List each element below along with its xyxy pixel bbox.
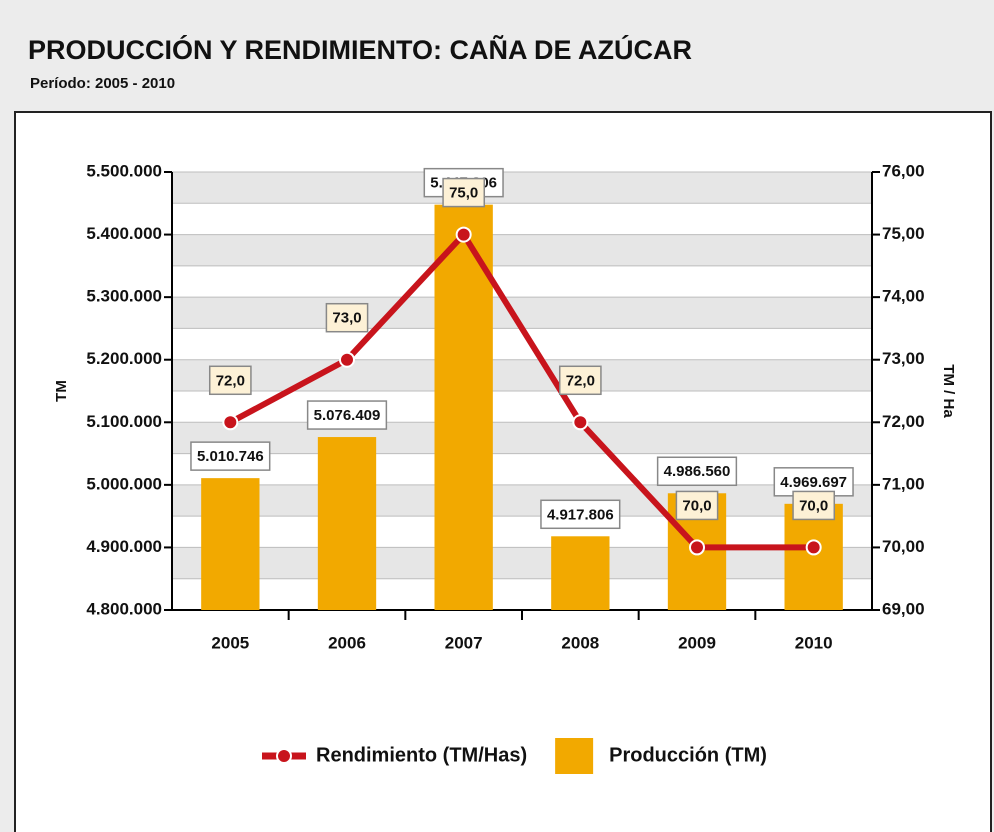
- line-marker: [339, 351, 355, 368]
- line-marker: [222, 414, 239, 431]
- legend-marker: [276, 748, 292, 764]
- y2-tick-label: 75,00: [882, 224, 925, 243]
- legend-swatch: [555, 738, 594, 774]
- y2-tick-label: 72,00: [882, 412, 925, 431]
- chart-title: PRODUCCIÓN Y RENDIMIENTO: CAÑA DE AZÚCAR: [28, 34, 692, 65]
- line: [228, 231, 814, 551]
- data-label: 75,0: [449, 185, 478, 202]
- y-tick-label: 5.400.000: [86, 224, 162, 243]
- data-label: 4.917.806: [540, 499, 621, 530]
- data-label: 4.986.560: [664, 463, 731, 480]
- bar: [317, 437, 377, 610]
- grid-band: [172, 234, 872, 266]
- y2-tick-label: 74,00: [882, 287, 925, 306]
- data-label-box: [190, 441, 271, 471]
- line-marker: [805, 539, 822, 556]
- data-label: 5.010.746: [190, 441, 271, 471]
- data-label: 5.076.409: [306, 400, 388, 430]
- data-label: 4.986.560: [656, 456, 738, 487]
- bar: [434, 204, 493, 610]
- x-tick-label: 2007: [445, 633, 483, 652]
- x-tick-label: 2006: [328, 633, 366, 652]
- y-tick-label: 4.900.000: [86, 537, 162, 556]
- legend-label: Rendimiento (TM/Has): [316, 744, 527, 766]
- y2-tick-label: 71,00: [882, 474, 925, 493]
- data-label: 72,0: [566, 372, 595, 389]
- data-label-box: [325, 302, 369, 333]
- data-label: 72,0: [208, 365, 252, 396]
- data-label: 70,0: [675, 490, 719, 521]
- data-label: 75,0: [442, 177, 486, 208]
- data-label-box: [656, 456, 738, 487]
- legend-label: Producción (TM): [609, 744, 767, 766]
- bar: [201, 478, 260, 610]
- line-marker: [689, 539, 705, 556]
- data-label: 4.917.806: [547, 506, 614, 523]
- grid-band: [172, 484, 872, 517]
- y2-axis-label: TM / Ha: [940, 364, 957, 418]
- data-label: 72,0: [558, 365, 602, 396]
- y2-tick-label: 69,00: [882, 599, 925, 618]
- grid-band: [172, 547, 872, 579]
- x-tick-label: 2005: [211, 633, 249, 652]
- y-tick-label: 4.800.000: [86, 599, 162, 618]
- y-tick-label: 5.500.000: [86, 161, 162, 180]
- data-label-box: [442, 177, 486, 208]
- x-tick-label: 2009: [678, 633, 716, 652]
- y2-tick-label: 76,00: [882, 161, 925, 180]
- data-label-box: [208, 365, 252, 396]
- y-tick-label: 5.200.000: [86, 349, 162, 368]
- y-tick-label: 5.100.000: [86, 412, 162, 431]
- data-label-box: [792, 490, 836, 521]
- y2-tick-label: 73,00: [882, 349, 925, 368]
- y-tick-label: 5.300.000: [86, 287, 162, 306]
- data-label: 4.969.697: [780, 474, 847, 491]
- data-label: 73,0: [332, 310, 361, 327]
- grid-band: [172, 172, 872, 204]
- y2-tick-label: 70,00: [882, 537, 925, 556]
- data-label: 5.076.409: [314, 407, 381, 424]
- grid-band: [172, 359, 872, 391]
- data-label: 73,0: [325, 302, 369, 333]
- bar: [784, 503, 843, 610]
- y-tick-label: 5.000.000: [86, 474, 162, 493]
- line-marker: [572, 414, 589, 431]
- grid-band: [172, 422, 872, 454]
- data-label: 70,0: [682, 497, 711, 514]
- data-label: 5.010.746: [197, 448, 264, 465]
- bar: [551, 536, 610, 610]
- x-tick-label: 2008: [561, 633, 599, 652]
- chart-subtitle: Período: 2005 - 2010: [30, 75, 175, 92]
- data-label-box: [540, 499, 621, 530]
- x-tick-label: 2010: [795, 633, 833, 652]
- data-label: 70,0: [792, 490, 836, 521]
- y-axis-label: TM: [53, 380, 70, 402]
- data-label: 70,0: [799, 497, 828, 514]
- data-label-box: [306, 400, 388, 430]
- line-marker: [455, 226, 472, 243]
- data-label: 72,0: [216, 372, 245, 389]
- data-label-box: [558, 365, 602, 396]
- data-label-box: [675, 490, 719, 521]
